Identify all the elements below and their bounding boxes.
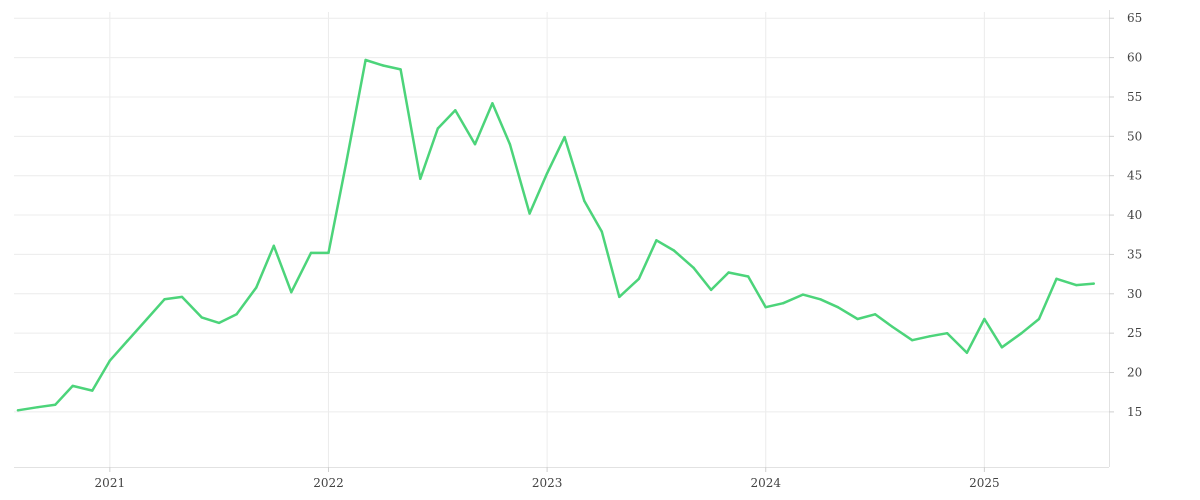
data-point [709, 288, 713, 292]
data-point [836, 306, 840, 309]
data-point [290, 291, 293, 294]
data-point [819, 298, 822, 301]
data-point [655, 239, 658, 242]
data-point [108, 359, 112, 362]
y-tick-label: 35 [1127, 247, 1142, 261]
data-point [856, 317, 859, 321]
data-point [1037, 317, 1041, 321]
data-point [255, 286, 258, 289]
data-point [911, 339, 914, 342]
data-point [364, 58, 367, 62]
data-point [344, 162, 348, 166]
data-point [600, 230, 603, 233]
data-point [272, 244, 275, 247]
data-point [1020, 332, 1023, 335]
y-axis-ticks: 15 20 25 30 35 40 45 50 55 60 65 [1109, 11, 1142, 419]
horizontal-gridlines [14, 17, 1109, 413]
data-point [399, 68, 402, 71]
x-axis-ticks: 2021 2022 2023 2024 2025 [95, 467, 1000, 490]
y-tick-label: 40 [1127, 208, 1142, 222]
data-point [180, 295, 184, 299]
data-point [1075, 283, 1078, 287]
data-point [16, 409, 20, 412]
y-tick-label: 20 [1127, 366, 1142, 380]
data-point [454, 109, 457, 112]
data-point [473, 143, 477, 146]
data-point [217, 321, 221, 325]
data-point [563, 135, 566, 139]
data-point [309, 251, 313, 255]
y-tick-label: 65 [1127, 11, 1142, 25]
data-point [36, 406, 39, 409]
data-point [727, 271, 730, 274]
data-point [618, 295, 621, 299]
data-point [145, 317, 149, 321]
y-tick-label: 55 [1127, 90, 1142, 104]
data-point [235, 313, 238, 316]
data-point [873, 313, 877, 316]
data-point [1000, 346, 1004, 349]
data-point [891, 325, 894, 329]
data-point [692, 266, 695, 269]
data-point [946, 332, 949, 335]
data-point [419, 177, 422, 180]
x-tick-label: 2021 [95, 476, 126, 490]
data-point [436, 127, 439, 130]
data-point [528, 212, 531, 215]
data-point [545, 172, 549, 175]
x-tick-label: 2024 [750, 476, 781, 490]
data-point [1055, 277, 1058, 280]
data-point [327, 251, 330, 255]
data-point [200, 316, 203, 319]
data-point [583, 199, 586, 203]
data-point [637, 277, 641, 280]
data-point [126, 339, 129, 343]
y-tick-label: 45 [1127, 169, 1142, 183]
data-point [91, 389, 94, 392]
data-point [1092, 282, 1095, 285]
data-point [54, 403, 57, 406]
data-point [71, 384, 74, 388]
data-point [163, 298, 166, 301]
x-tick-label: 2022 [313, 476, 344, 490]
data-point [928, 335, 931, 338]
series-group [16, 58, 1095, 412]
y-tick-label: 30 [1127, 287, 1142, 301]
vertical-gridlines [109, 12, 985, 467]
data-point [747, 275, 750, 278]
data-point [508, 143, 512, 146]
data-point [983, 317, 986, 321]
x-tick-label: 2025 [969, 476, 1000, 490]
data-point [801, 293, 805, 296]
y-tick-label: 50 [1127, 129, 1142, 143]
data-point [491, 102, 494, 105]
data-point [672, 249, 676, 252]
y-tick-label: 60 [1127, 51, 1142, 65]
data-point [782, 302, 785, 305]
y-tick-label: 25 [1127, 326, 1142, 340]
data-point [381, 64, 385, 67]
x-tick-label: 2023 [532, 476, 563, 490]
series-line [16, 58, 1095, 412]
data-point [965, 351, 969, 354]
data-point [764, 306, 767, 309]
y-tick-label: 15 [1127, 405, 1142, 419]
